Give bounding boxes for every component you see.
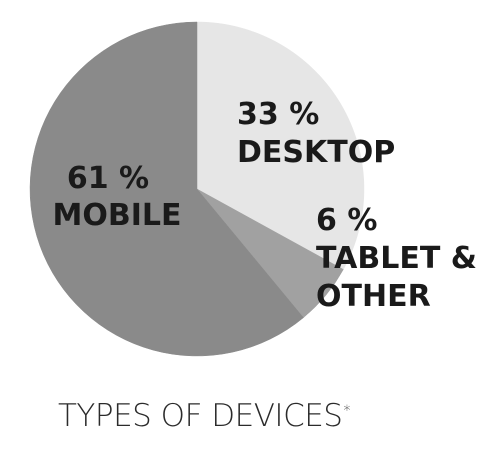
chart-title-text: TYPES OF DEVICES [58,398,343,434]
desktop-name-label: DESKTOP [237,135,395,170]
mobile-slice [29,21,304,357]
tablet-name-label-line1: TABLET & [316,241,477,276]
chart-title: TYPES OF DEVICES* [58,398,350,434]
pie-slices [29,21,365,357]
mobile-name-label: MOBILE [53,198,182,233]
tablet-percent-label: 6 % [316,203,377,238]
footnote-mark: * [343,402,351,419]
mobile-percent-label: 61 % [67,161,149,196]
tablet-name-label-line2: OTHER [316,279,431,314]
desktop-slice [196,21,365,270]
desktop-percent-label: 33 % [237,97,319,132]
